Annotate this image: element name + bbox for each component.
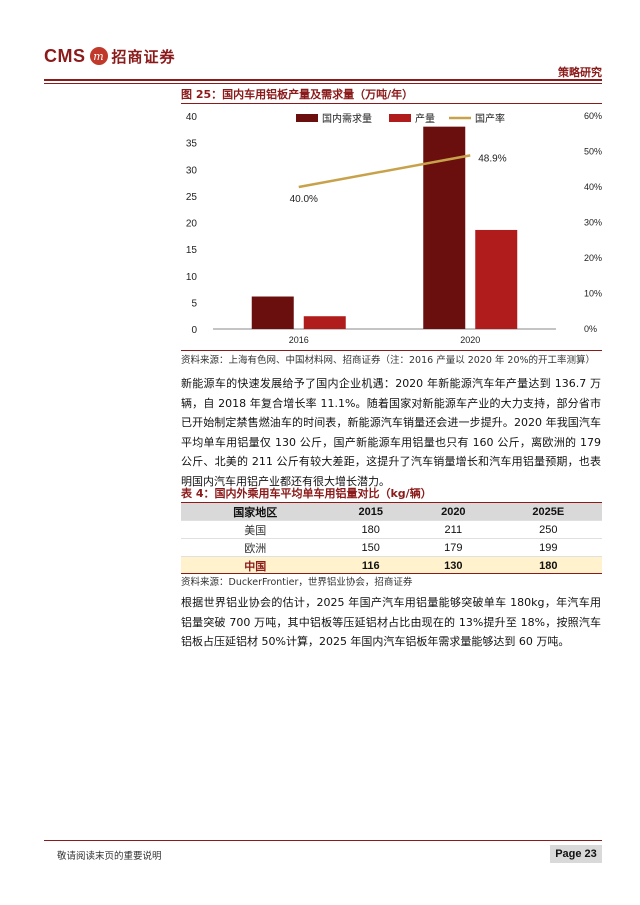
- table-cell: 199: [494, 538, 602, 557]
- figure-source: 资料来源：上海有色网、中国材料网、招商证券（注：2016 产量以 2020 年 …: [181, 355, 596, 366]
- header-divider-thin: [44, 83, 602, 84]
- bar-output: [475, 229, 518, 329]
- table-cell: 180: [329, 520, 413, 539]
- y-right-tick-label: 10%: [584, 289, 602, 299]
- table-header-row: 国家地区 2015 2020 2025E: [181, 503, 602, 521]
- y-right-tick-label: 40%: [584, 182, 602, 192]
- footer-disclaimer: 敬请阅读末页的重要说明: [57, 851, 162, 862]
- table-top-rule: [181, 502, 602, 503]
- table-cell: 180: [494, 556, 602, 574]
- body-paragraph-1: 新能源车的快速发展给予了国内企业机遇：2020 年新能源汽车年产量达到 136.…: [181, 377, 601, 488]
- table-bottom-rule: [181, 573, 602, 574]
- table-row-highlighted: 中国 116 130 180: [181, 556, 602, 574]
- company-logo: CMS m 招商证券: [44, 44, 176, 68]
- y-left-tick-label: 5: [191, 298, 197, 309]
- figure-title: 图 25：国内车用铝板产量及需求量（万吨/年）: [181, 88, 414, 101]
- footer-divider: [44, 840, 602, 841]
- y-left-tick-label: 15: [186, 245, 198, 256]
- table-header-cell: 2015: [329, 503, 413, 521]
- y-right-tick-label: 0%: [584, 324, 597, 334]
- y-left-tick-label: 35: [186, 139, 198, 150]
- y-left-tick-label: 10: [186, 272, 198, 283]
- table-cell: 150: [329, 538, 413, 557]
- line-series-domestic-rate: [298, 154, 471, 189]
- legend-label: 国内需求量: [322, 112, 372, 125]
- logo-text: CMS: [44, 45, 86, 66]
- table-cell: 130: [412, 556, 495, 574]
- section-label: 策略研究: [558, 66, 602, 79]
- legend-label: 产量: [415, 112, 435, 125]
- table-source: 资料来源：DuckerFrontier，世界铝业协会，招商证券: [181, 577, 413, 588]
- y-right-tick-label: 20%: [584, 253, 602, 263]
- company-name: 招商证券: [111, 47, 176, 66]
- legend-swatch: [389, 114, 411, 122]
- table-cell: 250: [494, 520, 602, 539]
- bar-line-chart: 0 5 10 15 20 25 30 35 40 0% 10% 20% 30% 40% 50% 60% 2016…: [186, 111, 602, 345]
- logo-mark-icon: m: [89, 47, 108, 65]
- table-header-cell: 2020: [412, 503, 495, 521]
- table-cell: 211: [412, 520, 495, 539]
- figure-top-rule: [181, 103, 602, 104]
- bar-output: [303, 316, 346, 329]
- page-number: Page 23: [550, 845, 602, 863]
- x-tick-label: 2016: [289, 335, 309, 345]
- table-row: 美国 180 211 250: [181, 520, 602, 539]
- legend-label: 国产率: [475, 112, 505, 125]
- y-left-tick-label: 40: [186, 112, 198, 123]
- x-tick-label: 2020: [460, 335, 480, 345]
- figure-bottom-rule: [181, 350, 602, 351]
- y-right-tick-label: 60%: [584, 111, 602, 121]
- table-row: 欧洲 150 179 199: [181, 538, 602, 557]
- table-cell-country: 美国: [181, 520, 330, 539]
- y-right-tick-label: 50%: [584, 147, 602, 157]
- table-cell-country: 欧洲: [181, 538, 330, 557]
- table-cell: 179: [412, 538, 495, 557]
- bar-demand: [251, 296, 294, 329]
- header-divider: [44, 79, 602, 81]
- y-right-tick-label: 30%: [584, 218, 602, 228]
- table-title: 表 4：国内外乘用车平均单车用铝量对比（kg/辆）: [181, 487, 432, 500]
- y-left-tick-label: 20: [186, 219, 198, 230]
- y-left-tick-label: 30: [186, 165, 198, 176]
- line-data-label: 48.9%: [478, 153, 506, 164]
- aluminum-usage-table: 国家地区 2015 2020 2025E 美国 180 211 250 欧洲 1…: [181, 503, 602, 574]
- y-left-tick-label: 0: [191, 325, 197, 336]
- table-cell-country: 中国: [181, 556, 330, 574]
- table-header-cell: 国家地区: [181, 503, 330, 521]
- table-cell: 116: [329, 556, 413, 574]
- line-data-label: 40.0%: [290, 194, 318, 205]
- y-left-tick-label: 25: [186, 192, 198, 203]
- body-paragraph-2: 根据世界铝业协会的估计，2025 年国产汽车用铝量能够突破单车 180kg，年汽…: [181, 596, 601, 649]
- table-header-cell: 2025E: [494, 503, 602, 521]
- legend-swatch: [296, 114, 318, 122]
